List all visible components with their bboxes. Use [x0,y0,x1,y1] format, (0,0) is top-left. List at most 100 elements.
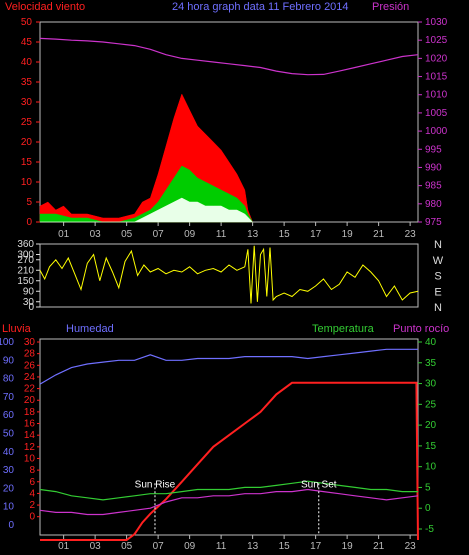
wind-x-tick-label: 05 [121,229,133,240]
sun-marker-label: Sun Rise [135,479,176,490]
lower-x-tick-label: 09 [184,541,196,552]
wind-y-tick-label: 35 [21,77,33,88]
rain-line [40,381,419,541]
compass-label: S [434,271,441,283]
temperature-header: Temperatura [312,323,375,335]
humidity-y-tick-label: 100 [0,337,14,348]
rain-y-tick-label: 4 [29,488,35,499]
lower-x-tick-label: 19 [342,541,354,552]
humidity-y-tick-label: 50 [3,429,15,440]
wind-y-tick-label: 40 [21,57,33,68]
wind-speed-header: Velocidad viento [5,1,85,13]
temp-y-tick-label: -5 [425,524,434,535]
direction-panel-frame [39,243,419,308]
direction-y-tick-label: 210 [17,265,34,276]
wind-x-tick-label: 15 [279,229,291,240]
temperature-line [39,480,418,501]
direction-y-tick-label: 300 [17,250,34,261]
compass-label: N [434,239,442,251]
wind-x-tick-label: 17 [310,229,322,240]
pressure-y-tick-label: 985 [425,181,442,192]
lower-x-tick-label: 13 [247,541,259,552]
pressure-y-tick-label: 1020 [425,53,448,64]
rain-y-tick-label: 16 [24,419,36,430]
humidity-header: Humedad [66,323,114,335]
lower-x-tick-label: 07 [153,541,165,552]
lower-x-tick-label: 17 [310,541,322,552]
wind-base-area [40,197,254,223]
wind-x-tick-label: 01 [58,229,70,240]
direction-y-tick-label: 150 [17,276,34,287]
lower-x-tick-label: 21 [373,541,385,552]
direction-y-tick-label: 360 [17,239,34,250]
rain-y-tick-label: 22 [24,384,36,395]
temp-y-tick-label: 35 [425,358,437,369]
pressure-y-tick-label: 1010 [425,90,448,101]
rain-y-tick-label: 28 [24,349,36,360]
humidity-y-tick-label: 80 [3,374,15,385]
compass-label: E [434,286,441,298]
wind-x-tick-label: 11 [216,229,227,240]
dew-point-line [39,488,419,516]
pressure-y-tick-label: 995 [425,144,442,155]
rain-y-tick-label: 6 [29,477,35,488]
lower-x-tick-label: 05 [121,541,133,552]
rain-y-tick-label: 20 [24,395,36,406]
humidity-y-tick-label: 40 [3,447,15,458]
rain-y-tick-label: 2 [29,500,35,511]
wind-y-tick-label: 20 [21,137,33,148]
wind-x-tick-label: 19 [342,229,354,240]
chart-title: 24 hora graph data 11 Febrero 2014 [172,1,349,13]
wind-x-tick-label: 21 [373,229,385,240]
lower-panel-frame [39,338,419,536]
rain-y-tick-label: 12 [24,442,36,453]
humidity-y-tick-label: 10 [3,502,15,513]
rain-y-tick-label: 18 [24,407,36,418]
pressure-y-tick-label: 1005 [425,108,448,119]
pressure-y-tick-label: 990 [425,162,442,173]
pressure-line [39,37,419,76]
humidity-y-tick-label: 70 [3,392,15,403]
temp-y-tick-label: 10 [425,462,437,473]
wind-y-tick-label: 30 [21,97,33,108]
sun-marker-label: Sun Set [301,479,337,490]
temp-y-tick-label: 20 [425,420,437,431]
temp-y-tick-label: 30 [425,379,437,390]
direction-y-tick-label: 90 [23,286,35,297]
compass-label: N [434,302,442,314]
rain-y-tick-label: 0 [29,512,35,523]
pressure-header: Presión [372,1,409,13]
humidity-y-tick-label: 0 [8,520,14,531]
temp-y-tick-label: 5 [425,482,431,493]
rain-y-tick-label: 8 [29,465,35,476]
wind-x-tick-label: 07 [153,229,165,240]
pressure-y-tick-label: 1000 [425,126,448,137]
rain-y-tick-label: 14 [24,430,36,441]
compass-label: W [433,255,444,267]
rain-humidity-temperature-panel: 0102030405060708090100024681012141618202… [0,337,437,552]
wind-y-tick-label: 15 [21,157,33,168]
pressure-y-tick-label: 1025 [425,35,448,46]
humidity-y-tick-label: 30 [3,465,15,476]
pressure-y-tick-label: 975 [425,217,442,228]
humidity-y-tick-label: 90 [3,355,15,366]
rain-y-tick-label: 26 [24,360,36,371]
humidity-line [39,348,418,385]
wind-y-tick-label: 45 [21,37,33,48]
lower-x-tick-label: 01 [58,541,70,552]
humidity-y-tick-label: 20 [3,483,15,494]
lower-x-tick-label: 03 [90,541,102,552]
rain-y-tick-label: 24 [24,372,36,383]
rain-header: Lluvia [2,323,32,335]
lower-x-tick-label: 11 [216,541,227,552]
pressure-y-tick-label: 980 [425,199,442,210]
wind-x-tick-label: 13 [247,229,259,240]
wind-direction-line [39,245,419,304]
wind-x-tick-label: 09 [184,229,196,240]
wind-y-tick-label: 0 [26,217,32,228]
temp-y-tick-label: 0 [425,503,431,514]
dew-point-header: Punto rocío [393,323,449,335]
direction-y-tick-label: 270 [17,255,34,266]
